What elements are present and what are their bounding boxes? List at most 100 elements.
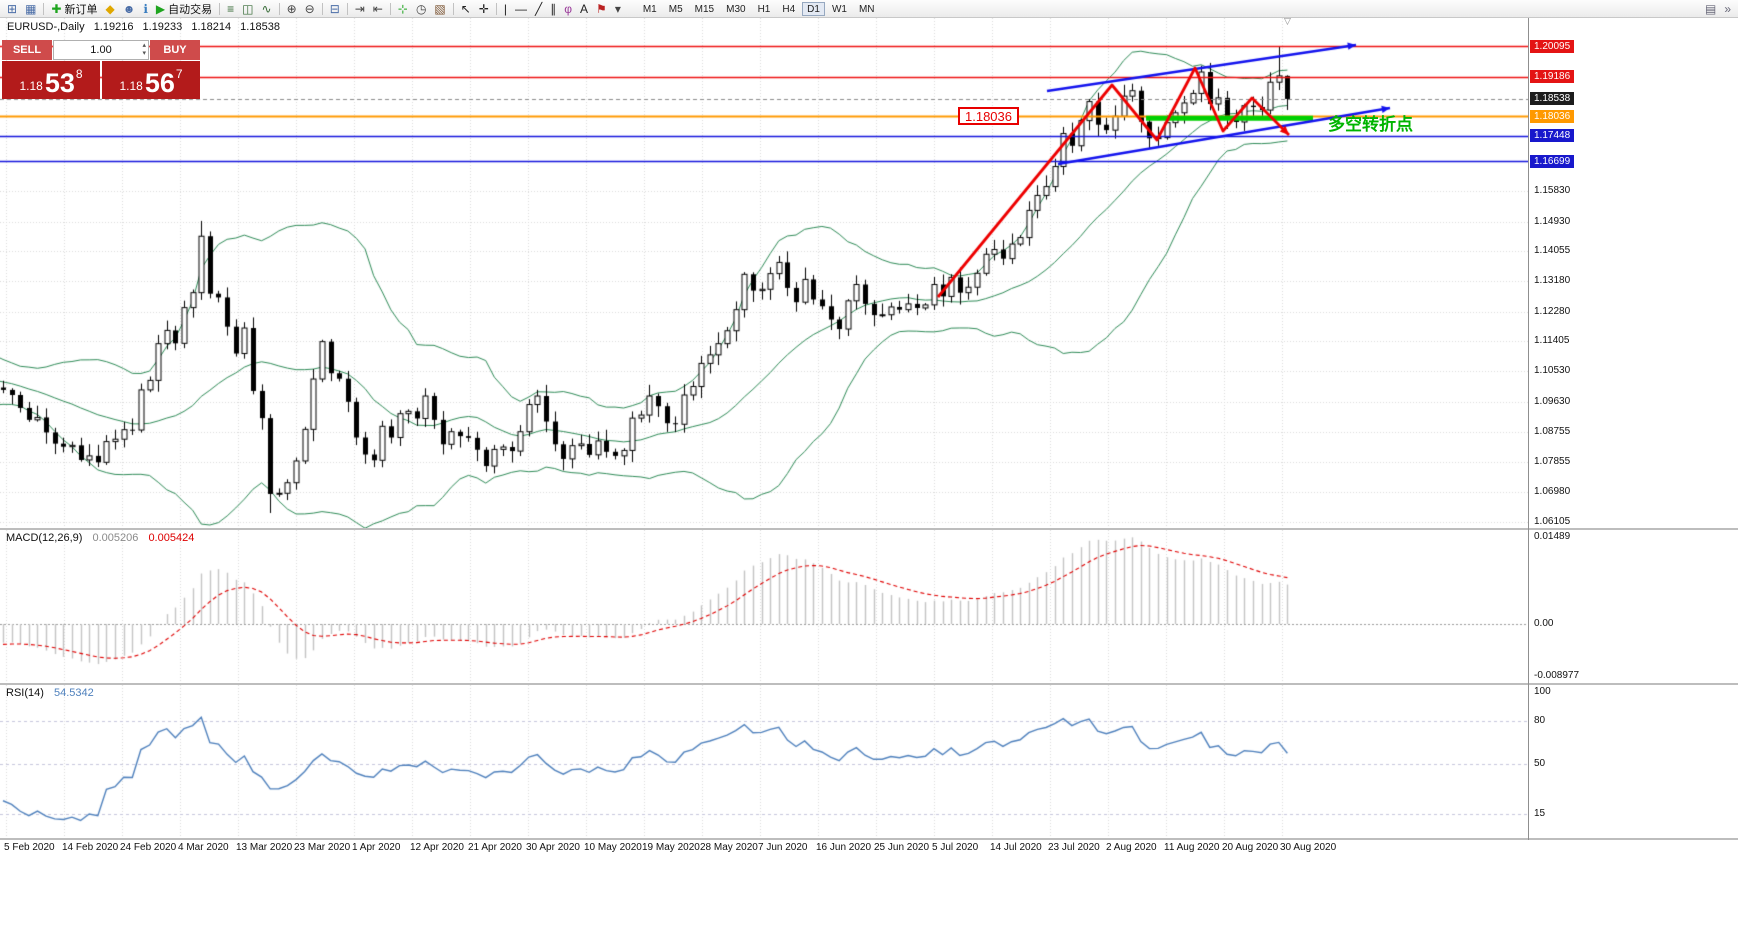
- date-label: 2 Aug 2020: [1106, 842, 1157, 853]
- shapes-dropdown-button[interactable]: ▾: [612, 1, 624, 17]
- price-chart-canvas[interactable]: [0, 18, 1529, 528]
- rsi-label: RSI(14) 54.5342: [6, 687, 94, 699]
- chart-profiles-icon: ▦: [25, 1, 37, 16]
- indicators-button[interactable]: ⊹: [395, 1, 411, 17]
- sell-button[interactable]: SELL: [2, 40, 52, 60]
- macd-canvas[interactable]: [0, 530, 1529, 683]
- buy-button[interactable]: BUY: [150, 40, 200, 60]
- timeframe-m15-button[interactable]: M15: [694, 3, 715, 15]
- volume-input[interactable]: 1.00 ▴ ▾: [53, 40, 149, 60]
- pane-separator[interactable]: [0, 683, 1738, 685]
- crosshair-button[interactable]: ✛: [476, 1, 492, 17]
- ohlc-low: 1.18214: [191, 21, 232, 33]
- price-level-label[interactable]: 1.18036: [958, 107, 1019, 125]
- pivot-annotation-text: 多空转折点: [1328, 115, 1413, 134]
- overflow-button[interactable]: »: [1721, 1, 1734, 17]
- one-click-trading-panel: SELL 1.00 ▴ ▾ BUY 1.18 53 8 1.18 56 7: [2, 40, 200, 99]
- chart-shift-marker[interactable]: ▽: [1284, 16, 1291, 26]
- price-tag-support-upper: 1.17448: [1530, 129, 1575, 143]
- timeframe-h1-button[interactable]: H1: [757, 3, 771, 15]
- buy-price-prefix: 1.18: [119, 79, 143, 93]
- line-chart-icon: ∿: [261, 1, 272, 16]
- horizontal-line-button[interactable]: ―: [512, 1, 530, 17]
- channel-icon: ∥: [550, 1, 557, 16]
- rsi-scale: 100 80 50 15: [1529, 685, 1619, 838]
- date-label: 1 Apr 2020: [352, 842, 401, 853]
- date-label: 30 Apr 2020: [526, 842, 580, 853]
- price-tag-resistance-upper: 1.20095: [1530, 39, 1575, 53]
- macd-scale-label: 0.01489: [1534, 531, 1571, 543]
- periods-button[interactable]: ◷: [413, 1, 429, 17]
- price-scale-label: 1.09630: [1534, 395, 1571, 407]
- date-label: 16 Jun 2020: [816, 842, 872, 853]
- vertical-line-button[interactable]: |: [501, 1, 510, 17]
- timeframe-m5-button[interactable]: M5: [668, 3, 683, 15]
- news-icon: ℹ: [143, 1, 148, 16]
- toolbar-separator: [43, 2, 45, 15]
- volume-down-button[interactable]: ▾: [142, 50, 146, 57]
- templates-button[interactable]: ▧: [431, 1, 448, 17]
- rsi-scale-label: 100: [1534, 686, 1551, 697]
- channel-button[interactable]: ∥: [547, 1, 559, 17]
- trendline-button[interactable]: ╱: [532, 1, 545, 17]
- date-label: 13 Mar 2020: [236, 842, 293, 853]
- timeframe-m1-button[interactable]: M1: [642, 3, 657, 15]
- price-scale-label: 1.14055: [1534, 245, 1571, 257]
- date-label: 25 Jun 2020: [874, 842, 930, 853]
- date-axis[interactable]: 5 Feb 2020 14 Feb 2020 24 Feb 2020 4 Mar 20…: [0, 840, 1529, 856]
- auto-trading-label: 自动交易: [168, 3, 213, 16]
- candlestick-chart-button[interactable]: ◫: [239, 1, 256, 17]
- new-order-button[interactable]: ✚ 新订单: [48, 1, 100, 17]
- price-scale-label: 1.10530: [1534, 365, 1571, 377]
- toolbar-separator: [452, 2, 454, 15]
- fibonacci-button[interactable]: φ: [561, 1, 575, 17]
- news-button[interactable]: ℹ: [140, 1, 151, 17]
- date-label: 20 Aug 2020: [1222, 842, 1279, 853]
- new-chart-button[interactable]: ⊞: [4, 1, 20, 17]
- macd-name: MACD(12,26,9): [6, 532, 83, 544]
- text-button[interactable]: A: [577, 1, 591, 17]
- volume-value: 1.00: [90, 44, 112, 56]
- price-scale-label: 1.13180: [1534, 275, 1571, 287]
- volume-up-button[interactable]: ▴: [142, 42, 146, 49]
- cursor-button[interactable]: ↖: [458, 1, 474, 17]
- line-chart-button[interactable]: ∿: [259, 1, 275, 17]
- date-label: 23 Jul 2020: [1048, 842, 1100, 853]
- ohlc-close: 1.18538: [240, 21, 280, 33]
- tile-windows-button[interactable]: ⊟: [327, 1, 343, 17]
- timeframe-w1-button[interactable]: W1: [831, 3, 847, 15]
- chart-profiles-button[interactable]: ▦: [22, 1, 39, 17]
- zoom-out-button[interactable]: ⊖: [302, 1, 318, 17]
- date-label: 11 Aug 2020: [1164, 842, 1220, 853]
- docking-button[interactable]: ▤: [1702, 1, 1719, 17]
- buy-price-box[interactable]: 1.18 56 7: [102, 61, 200, 99]
- bar-chart-button[interactable]: ≡: [224, 1, 237, 17]
- mql-community-button[interactable]: ◆: [102, 1, 117, 17]
- date-label: 10 May 2020: [584, 842, 642, 853]
- timeframe-m30-button[interactable]: M30: [726, 3, 746, 15]
- timeframe-mn-button[interactable]: MN: [858, 3, 875, 15]
- price-scale[interactable]: 1.15830 1.14930 1.14055 1.13180 1.12280 1.114…: [1529, 18, 1619, 528]
- candlestick-chart-icon: ◫: [242, 1, 254, 16]
- date-label: 12 Apr 2020: [410, 842, 464, 853]
- arrows-button[interactable]: ⚑: [593, 1, 610, 17]
- auto-trading-button[interactable]: ▶ 自动交易: [153, 1, 215, 17]
- zoom-in-button[interactable]: ⊕: [284, 1, 300, 17]
- auto-scroll-button[interactable]: ⇥: [352, 1, 368, 17]
- price-scale-label: 1.11405: [1534, 335, 1570, 347]
- date-label: 21 Apr 2020: [468, 842, 522, 853]
- timeframe-h4-button[interactable]: H4: [782, 3, 796, 15]
- accounts-button[interactable]: ☻: [120, 1, 139, 17]
- date-label: 23 Mar 2020: [294, 842, 351, 853]
- sell-price-prefix: 1.18: [19, 79, 43, 93]
- toolbar-separator: [219, 2, 221, 15]
- pane-separator[interactable]: [0, 838, 1738, 840]
- rsi-canvas[interactable]: [0, 685, 1529, 838]
- sell-price-box[interactable]: 1.18 53 8: [2, 61, 100, 99]
- pane-separator[interactable]: [0, 528, 1738, 530]
- fibonacci-icon: φ: [564, 1, 573, 16]
- price-scale-border: [1528, 18, 1529, 840]
- chart-shift-button[interactable]: ⇤: [370, 1, 386, 17]
- timeframe-d1-button[interactable]: D1: [802, 1, 825, 16]
